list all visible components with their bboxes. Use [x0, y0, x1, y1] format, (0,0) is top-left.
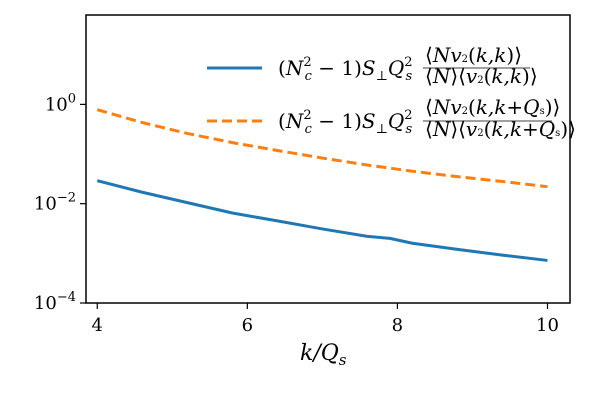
series-line-1 — [96, 179, 548, 262]
svg-text:⟨Nv2(k,k+Qs)⟩: ⟨Nv2(k,k+Qs)⟩ — [425, 95, 560, 119]
svg-text:(N2c − 1)S⊥Q2s: (N2 c − 1)S⊥Q2 s — [278, 108, 413, 137]
y-tick-label: 10−4 — [34, 290, 76, 314]
legend: (N2 c − 1)S⊥Q2 s ⟨Nv2(k,k)⟩ ⟨N⟩⟨v2(k,k)⟩ (… — [207, 43, 576, 141]
series-line-2 — [96, 108, 548, 189]
x-axis-label: k/Qs — [300, 341, 347, 369]
legend-entry-1: (N2 c − 1)S⊥Q2 s ⟨Nv2(k,k)⟩ ⟨N⟩⟨v2(k,k)⟩ — [278, 43, 538, 88]
y-tick-label: 100 — [45, 91, 76, 115]
legend-entry-2: (N2 c − 1)S⊥Q2 s ⟨Nv2(k,k+Qs)⟩ ⟨N⟩⟨v2(k,k+… — [278, 95, 576, 141]
svg-text:⟨Nv2(k,k)⟩: ⟨Nv2(k,k)⟩ — [425, 43, 522, 67]
x-tick-label: 4 — [92, 315, 103, 336]
ticks-layer: 4 6 8 10 10−4 10−2 100 — [34, 91, 559, 336]
x-tick-label: 8 — [392, 315, 403, 336]
x-tick-label: 10 — [536, 315, 559, 336]
x-tick-label: 6 — [242, 315, 253, 336]
plot-frame — [85, 14, 571, 304]
series-layer — [96, 108, 548, 262]
svg-text:⟨N⟩⟨v2(k,k+Qs)⟩: ⟨N⟩⟨v2(k,k+Qs)⟩ — [425, 117, 576, 141]
y-tick-label: 10−2 — [34, 191, 76, 215]
svg-text:⟨N⟩⟨v2(k,k)⟩: ⟨N⟩⟨v2(k,k)⟩ — [425, 64, 538, 88]
svg-text:(N2c − 1)S⊥Q2s: (N2 c − 1)S⊥Q2 s — [278, 55, 413, 84]
